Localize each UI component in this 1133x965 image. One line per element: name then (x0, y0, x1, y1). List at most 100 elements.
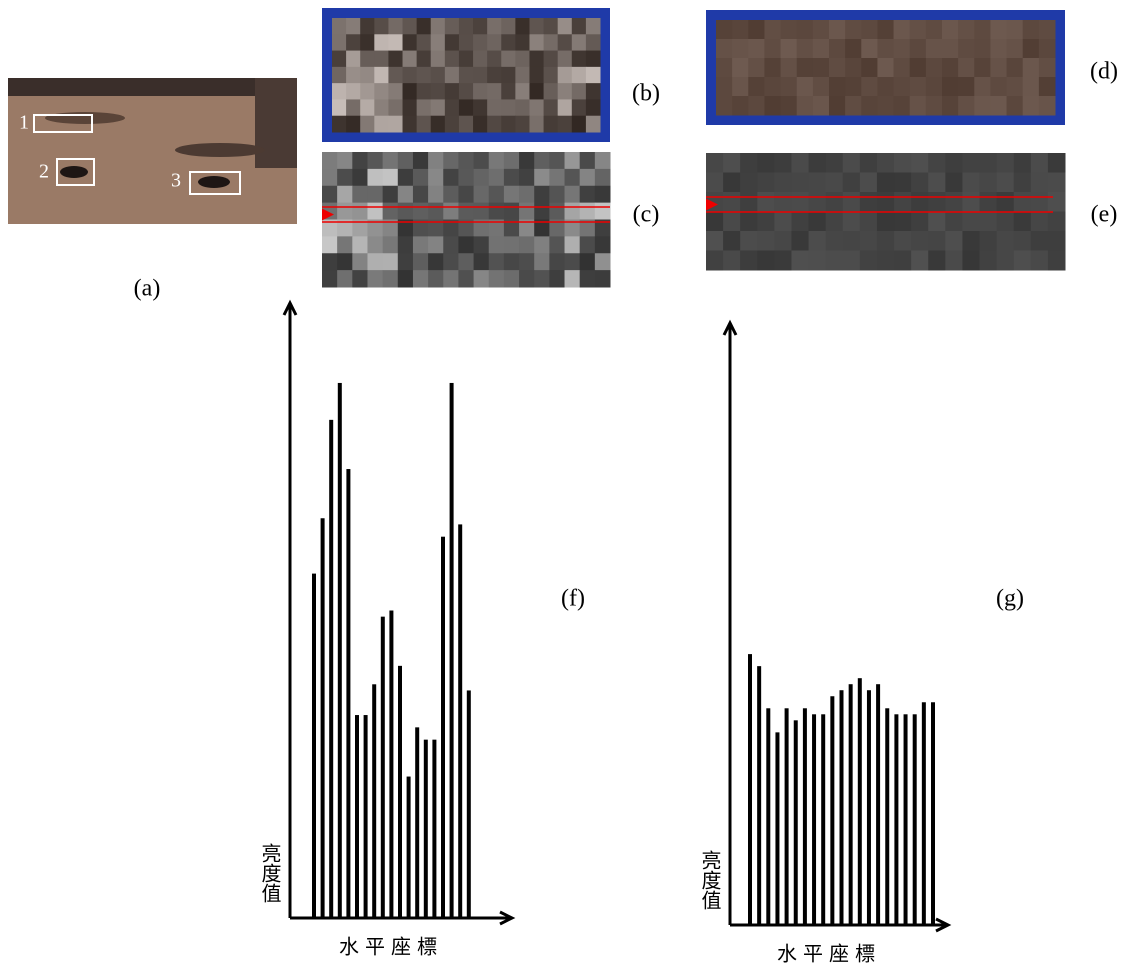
pixel (1014, 251, 1032, 271)
pixel (504, 169, 520, 186)
pixel (417, 18, 432, 35)
eye (198, 176, 230, 188)
bar (867, 690, 871, 925)
pixel (352, 203, 368, 220)
pixel (515, 18, 530, 35)
bar (346, 469, 350, 918)
pixel (926, 77, 943, 97)
pixel (322, 253, 338, 270)
pixel (860, 173, 878, 193)
pixel (928, 153, 946, 173)
pixel (1023, 20, 1040, 40)
bar (894, 714, 898, 925)
pixel (332, 99, 347, 116)
pixel (894, 192, 912, 212)
pixel (337, 186, 353, 203)
pixel (980, 251, 998, 271)
pixel (1007, 20, 1024, 40)
pixel (980, 153, 998, 173)
pixel (322, 169, 338, 186)
pixel (458, 169, 474, 186)
pixel (558, 99, 573, 116)
pixel (716, 20, 733, 40)
pixel (352, 270, 368, 287)
pixel (374, 67, 389, 84)
pixel (1048, 173, 1066, 193)
pixel (1039, 20, 1056, 40)
pixel (428, 270, 444, 287)
pixel (1023, 58, 1040, 78)
pixel (558, 18, 573, 35)
pixel (413, 236, 429, 253)
pixel (1039, 96, 1056, 116)
pixel (877, 58, 894, 78)
pixel (388, 116, 403, 133)
pixel (990, 96, 1007, 116)
pixel (403, 51, 418, 68)
pixel (706, 173, 724, 193)
pixel (962, 231, 980, 251)
pixel (417, 83, 432, 100)
pixel (489, 253, 505, 270)
pixel (459, 34, 474, 51)
pixel (459, 116, 474, 133)
pixel (997, 231, 1015, 251)
pixel (383, 203, 399, 220)
pixel (572, 18, 587, 35)
pixel (383, 152, 399, 169)
pixel (428, 152, 444, 169)
pixel (544, 34, 559, 51)
pixel (843, 231, 861, 251)
pixel (360, 116, 375, 133)
pixel (544, 51, 559, 68)
pixel (515, 51, 530, 68)
pixel (383, 253, 399, 270)
pixel (910, 96, 927, 116)
pixel (774, 192, 792, 212)
pixel (928, 212, 946, 232)
pixel (748, 58, 765, 78)
pixel (367, 270, 383, 287)
pixel (1007, 39, 1024, 59)
pixel (1039, 39, 1056, 59)
pixel (911, 231, 929, 251)
bar (849, 684, 853, 925)
pixel (474, 253, 490, 270)
pixel (723, 192, 741, 212)
pixel (861, 39, 878, 59)
pixel (534, 169, 550, 186)
pixel (519, 169, 535, 186)
bar (398, 666, 402, 918)
pixel (774, 173, 792, 193)
pixel (829, 77, 846, 97)
figure: 123 (a) (b) (c) (d) (e) 亮度值水平座標(f)亮度值水平座… (0, 0, 1133, 965)
pixel (974, 58, 991, 78)
pixel (1007, 58, 1024, 78)
pixel (997, 251, 1015, 271)
pixel (360, 99, 375, 116)
pixel (474, 270, 490, 287)
pixel (1048, 251, 1066, 271)
pixel (529, 34, 544, 51)
pixel (1048, 153, 1066, 173)
pixel (413, 203, 429, 220)
panel-label: (c) (633, 202, 660, 228)
bar (785, 708, 789, 925)
pixel (826, 231, 844, 251)
pixel (764, 96, 781, 116)
pixel (388, 83, 403, 100)
pixel (757, 173, 775, 193)
pixel (534, 236, 550, 253)
pixel (431, 67, 446, 84)
pixel (962, 212, 980, 232)
pixel (474, 203, 490, 220)
pixel (826, 153, 844, 173)
pixel (732, 77, 749, 97)
panel-label: (g) (996, 586, 1024, 612)
pixel (958, 20, 975, 40)
pixel (877, 231, 895, 251)
pixel (445, 67, 460, 84)
pixel (529, 83, 544, 100)
pixel (474, 152, 490, 169)
pixel (398, 203, 414, 220)
